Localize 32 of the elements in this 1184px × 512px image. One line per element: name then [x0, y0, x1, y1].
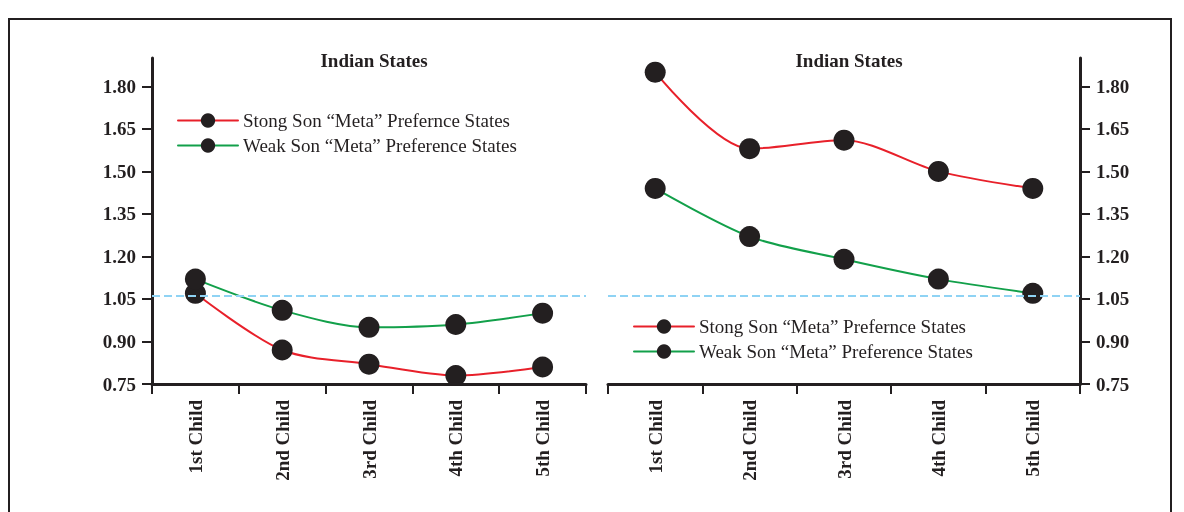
- chart-title: Indian States: [320, 50, 428, 71]
- legend-label: Weak Son “Meta” Preference States: [243, 135, 517, 156]
- y-tick-label: 1.50: [1096, 160, 1130, 182]
- x-tick-label: 2nd Child: [271, 399, 293, 481]
- x-tick-label: 1st Child: [644, 399, 666, 474]
- y-tick-label: 1.80: [102, 75, 136, 97]
- x-tick-label: 1st Child: [184, 399, 206, 474]
- y-tick-label: 1.80: [1096, 75, 1130, 97]
- x-tick-label: 2nd Child: [739, 399, 761, 481]
- x-tick-label: 3rd Child: [833, 399, 855, 479]
- legend-label: Stong Son “Meta” Prefernce States: [699, 316, 966, 337]
- y-tick-label: 1.20: [102, 245, 136, 267]
- y-tick-label: 1.05: [1096, 288, 1130, 310]
- y-tick-label: 1.05: [102, 288, 136, 310]
- y-tick-label: 0.75: [1096, 373, 1130, 395]
- legend-label: Stong Son “Meta” Prefernce States: [243, 110, 510, 131]
- y-tick-label: 1.20: [1096, 245, 1130, 267]
- x-tick-label: 3rd Child: [358, 399, 380, 479]
- x-tick-label: 5th Child: [532, 399, 554, 477]
- y-tick-label: 1.35: [1096, 203, 1130, 225]
- y-tick-label: 1.50: [102, 160, 136, 182]
- y-tick-label: 0.90: [102, 330, 136, 352]
- y-tick-label: 1.65: [1096, 118, 1130, 140]
- y-tick-label: 1.65: [102, 118, 136, 140]
- x-tick-label: 5th Child: [1022, 399, 1044, 477]
- x-tick-label: 4th Child: [445, 399, 467, 477]
- chart-title: Indian States: [795, 50, 903, 71]
- legend-label: Weak Son “Meta” Preference States: [699, 341, 973, 362]
- y-tick-label: 0.90: [1096, 330, 1130, 352]
- x-tick-label: 4th Child: [927, 399, 949, 477]
- y-tick-label: 0.75: [102, 373, 136, 395]
- y-tick-label: 1.35: [102, 203, 136, 225]
